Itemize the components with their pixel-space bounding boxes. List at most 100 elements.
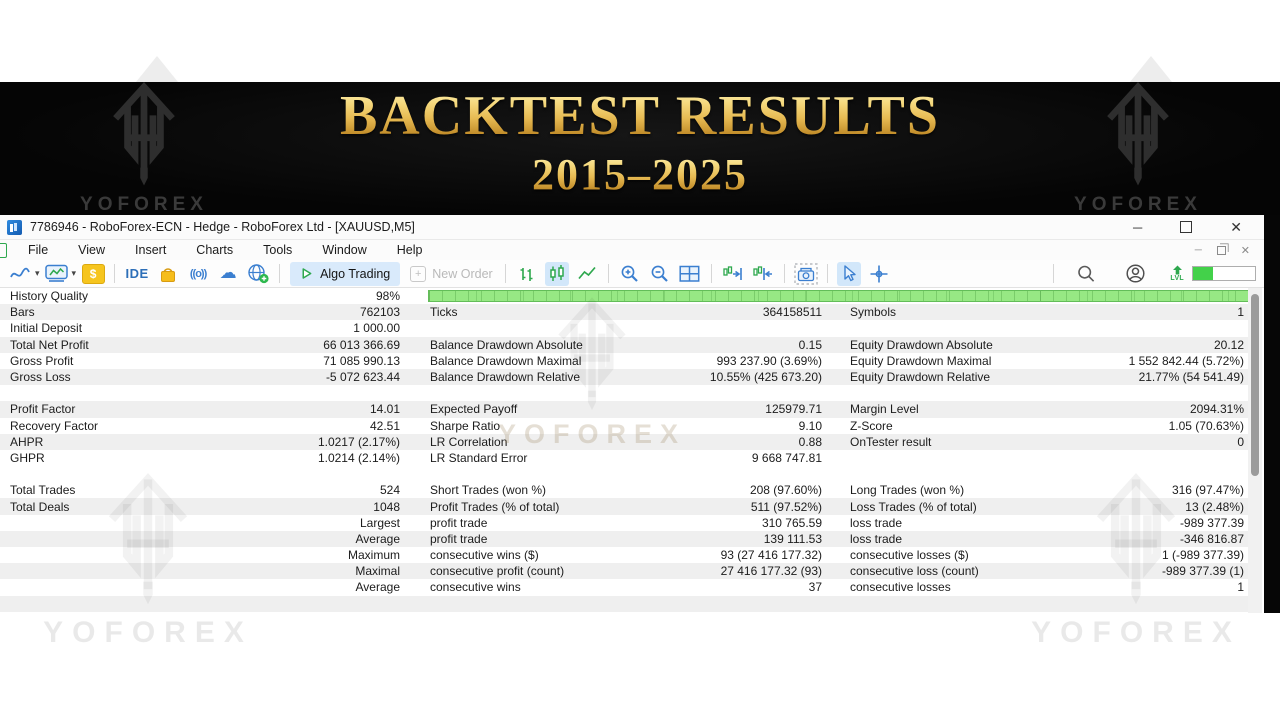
cell-value: 524 [379,483,400,498]
toolbar-separator [710,264,712,283]
window-title: 7786946 - RoboForex-ECN - Hedge - RoboFo… [30,220,415,234]
cell-value: 310 765.59 [761,515,822,530]
maximize-button[interactable] [1180,221,1193,233]
cell-label: consecutive wins ($) [430,548,539,563]
cell-value: 364158511 [762,305,822,320]
cell-label: Total Net Profit [10,337,89,352]
cell-value: 42.51 [369,418,400,433]
crosshair-icon[interactable] [867,262,891,286]
new-order-button[interactable]: + New Order [410,265,493,282]
cell-label: loss trade [850,515,903,530]
cell-label: consecutive losses ($) [850,548,969,563]
menu-bar: File View Insert Charts Tools Window Help ─ ✕ [0,240,1264,260]
cell-value: 125979.71 [765,402,822,417]
cell-label: Margin Level [850,402,919,417]
toolbar-separator [504,264,506,283]
tile-windows-icon[interactable] [678,262,702,286]
cell-value: 1.0217 (2.17%) [317,434,400,449]
cell-value: 1048 [373,499,400,514]
chart-shift-end-icon[interactable] [721,262,745,286]
cell-value: 0 [1237,434,1244,449]
cell-value: 20.12 [1213,337,1244,352]
level-icon[interactable]: LVL [1170,265,1184,282]
child-minimize-button[interactable]: ─ [1194,244,1202,256]
table-row: Largest profit trade 310 765.59 loss trade -… [0,515,1248,531]
algo-trading-label: Algo Trading [320,266,391,281]
banner-title: BACKTEST RESULTS [0,88,1280,144]
cell-value: 13 (2.48%) [1185,499,1244,514]
cell-value: 37 [808,580,822,595]
cell-label: History Quality [10,289,89,304]
toolbar-separator [279,264,281,283]
vertical-scrollbar[interactable] [1248,288,1262,613]
cell-value: 0.15 [798,337,822,352]
chart-window-icon[interactable] [45,262,69,286]
cursor-icon[interactable] [836,261,861,286]
chart-shift-icon[interactable] [751,262,775,286]
line-chart-icon[interactable] [575,262,599,286]
chevron-down-icon[interactable]: ▾ [71,268,77,278]
close-button[interactable]: ✕ [1230,218,1242,235]
cell-value: 14.01 [369,402,400,417]
cell-value: Maximal [355,564,400,579]
cell-value: 10.55% (425 673.20) [709,370,822,385]
menu-item-charts[interactable]: Charts [196,243,234,257]
table-gap-row [0,385,1248,401]
cell-label: loss trade [850,531,903,546]
cell-label: Gross Profit [10,353,74,368]
community-icon[interactable] [246,262,270,286]
toolbar-separator [1053,264,1055,283]
cell-value: -989 377.39 (1) [1161,564,1244,579]
quotes-icon[interactable]: $ [81,263,105,284]
cell-label: consecutive losses [850,580,951,595]
menu-item-file[interactable]: File [28,243,49,257]
toolbar-separator [114,264,116,283]
line-type-icon[interactable] [8,262,32,286]
table-row: Gross Profit 71 085 990.13 Balance Drawdow… [0,353,1248,369]
algo-trading-button[interactable]: Algo Trading [290,261,401,286]
table-row: Average consecutive wins 37 consecutive los… [0,579,1248,595]
cell-label: LR Standard Error [430,450,528,465]
minimize-button[interactable]: ─ [1133,219,1143,235]
cell-value: 1.0214 (2.14%) [317,450,400,465]
cell-value: -989 377.39 [1179,515,1244,530]
market-bag-icon[interactable] [156,262,180,286]
yoforex-brand: YOFOREX [43,616,253,649]
cell-value: Average [355,580,400,595]
menu-item-window[interactable]: Window [322,243,367,257]
connection-progress-fill [1193,267,1213,280]
ide-button[interactable]: IDE [125,266,149,281]
cell-label: GHPR [10,450,45,465]
bar-chart-icon[interactable] [515,262,539,286]
screenshot-icon[interactable] [794,262,818,286]
zoom-out-icon[interactable] [648,262,672,286]
signals-icon[interactable]: ((o)) [189,267,207,280]
child-restore-button[interactable] [1216,245,1226,255]
cell-value: Maximum [347,548,400,563]
cloud-icon[interactable]: ☁ [219,263,237,283]
cell-label: Profit Trades (% of total) [430,499,560,514]
cell-label: Initial Deposit [10,321,83,336]
cell-value: 993 237.90 (3.69%) [716,353,822,368]
search-icon[interactable] [1074,262,1098,286]
menu-item-help[interactable]: Help [396,243,423,257]
chevron-down-icon[interactable]: ▾ [35,268,40,278]
table-row: Initial Deposit 1 000.00 [0,320,1248,336]
banner-subtitle: 2015–2025 [0,153,1280,197]
child-close-button[interactable]: ✕ [1240,244,1250,257]
menu-item-view[interactable]: View [78,243,106,257]
cell-label: Balance Drawdown Maximal [430,353,582,368]
account-icon[interactable] [1123,262,1147,286]
cell-label: Symbols [850,305,897,320]
right-black-strip [1264,215,1280,613]
cell-label: consecutive wins [430,580,521,595]
menu-items-holder: File View Insert Charts Tools Window Help [13,243,438,257]
scrollbar-thumb[interactable] [1251,294,1259,476]
candlestick-chart-icon[interactable] [544,261,569,286]
play-icon [302,268,312,279]
cell-label: Z-Score [850,418,893,433]
table-row: GHPR 1.0214 (2.14%) LR Standard Error 9 668… [0,450,1248,466]
menu-item-tools[interactable]: Tools [263,243,293,257]
zoom-in-icon[interactable] [618,262,642,286]
menu-item-insert[interactable]: Insert [135,243,167,257]
